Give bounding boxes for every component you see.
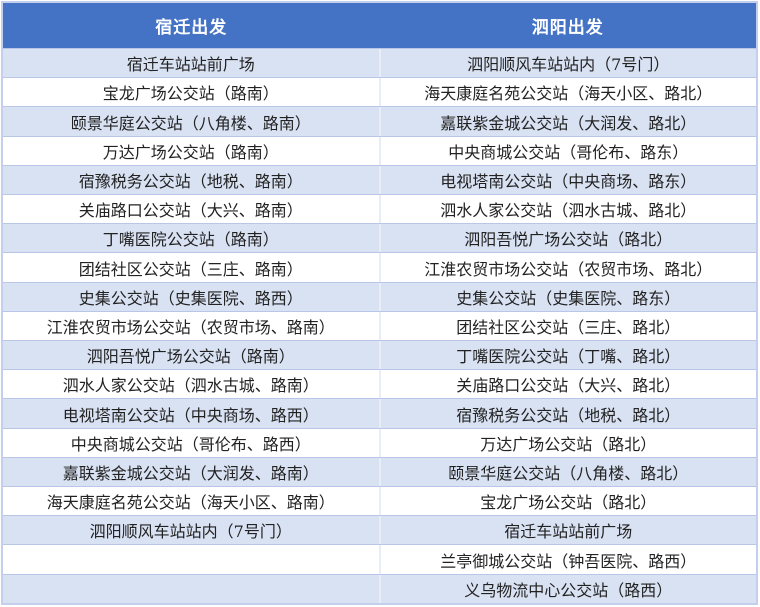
table-cell-siyang: 宿迁车站站前广场: [378, 516, 757, 545]
table-cell-suqian: 中央商城公交站（哥伦布、路西）: [70, 434, 311, 454]
table-cell-siyang: 电视塔南公交站（中央商场、路东）: [378, 165, 757, 195]
table-row: 关庙路口公交站（大兴、路南） 泗水人家公交站（泗水古城、路北）: [3, 194, 757, 224]
table-row: 海天康庭名苑公交站（海天小区、路南） 宝龙广场公交站（路北）: [3, 486, 757, 516]
table-cell-siyang: 颐景华庭公交站（八角楼、路北）: [378, 457, 757, 487]
table-row: 嘉联紫金城公交站（大润发、路南） 颐景华庭公交站（八角楼、路北）: [3, 456, 757, 487]
table-row: 义乌物流中心公交站（路西）: [3, 573, 757, 603]
table-cell-siyang: 中央商城公交站（哥伦布、路东）: [378, 136, 757, 165]
table-cell-siyang: 关庙路口公交站（大兴、路北）: [378, 370, 757, 399]
table-cell-siyang: 泗水人家公交站（泗水古城、路北）: [378, 195, 757, 224]
table-cell-suqian: [3, 545, 379, 573]
table-row: 宝龙广场公交站（路南） 海天康庭名苑公交站（海天小区、路北）: [3, 77, 757, 107]
table-cell-suqian: 丁嘴医院公交站（路南）: [102, 230, 279, 250]
table-cell-siyang: 江淮农贸市场公交站（农贸市场、路北）: [378, 253, 757, 282]
table-cell-siyang: 义乌物流中心公交站（路西）: [378, 574, 757, 603]
table-cell-siyang: 泗阳吾悦广场公交站（路北）: [378, 224, 757, 253]
table-row: 电视塔南公交站（中央商场、路西） 宿豫税务公交站（地税、路北）: [3, 398, 757, 428]
table-body: 宿迁车站站前广场 泗阳顺风车站站内（7号门） 宝龙广场公交站（路南） 海天康庭名…: [3, 48, 756, 603]
table-cell-siyang: 宝龙广场公交站（路北）: [378, 487, 757, 516]
table-cell-suqian: 嘉联紫金城公交站（大润发、路南）: [62, 463, 319, 483]
table-cell-suqian: 海天康庭名苑公交站（海天小区、路南）: [46, 493, 335, 513]
table-cell-suqian: 团结社区公交站（三庄、路南）: [78, 259, 303, 279]
table-cell-suqian: 宿迁车站站前广场: [126, 55, 255, 75]
table-cell-suqian: 宿豫税务公交站（地税、路南）: [78, 171, 303, 191]
table-row: 史集公交站（史集医院、路西） 史集公交站（史集医院、路东）: [3, 281, 757, 311]
table-cell-siyang: 海天康庭名苑公交站（海天小区、路北）: [378, 78, 757, 107]
table-cell-suqian: 江淮农贸市场公交站（农贸市场、路南）: [46, 317, 335, 337]
table-row: 江淮农贸市场公交站（农贸市场、路南） 团结社区公交站（三庄、路北）: [3, 310, 757, 341]
table-cell-suqian: 宝龙广场公交站（路南）: [102, 84, 279, 104]
table-row: 宿迁车站站前广场 泗阳顺风车站站内（7号门）: [3, 48, 757, 78]
table-cell-siyang: 史集公交站（史集医院、路东）: [378, 282, 757, 311]
table-cell-suqian: 史集公交站（史集医院、路西）: [78, 288, 303, 308]
table-row: 兰亭御城公交站（钟吾医院、路西）: [3, 544, 757, 574]
column-header-suqian: 宿迁出发: [155, 18, 228, 38]
table-row: 泗水人家公交站（泗水古城、路南） 关庙路口公交站（大兴、路北）: [3, 369, 757, 399]
table-row: 颐景华庭公交站（八角楼、路南） 嘉联紫金城公交站（大润发、路北）: [3, 106, 757, 136]
table-cell-suqian: 关庙路口公交站（大兴、路南）: [78, 201, 303, 221]
column-header-siyang: 泗阳出发: [531, 18, 604, 38]
table-cell-siyang: 丁嘴医院公交站（丁嘴、路北）: [378, 341, 757, 370]
table-cell-suqian: 万达广场公交站（路南）: [102, 142, 279, 162]
table-row: 丁嘴医院公交站（路南） 泗阳吾悦广场公交站（路北）: [3, 223, 757, 253]
table-cell-suqian: 泗水人家公交站（泗水古城、路南）: [62, 376, 319, 396]
table-row: 中央商城公交站（哥伦布、路西） 万达广场公交站（路北）: [3, 427, 757, 457]
table-row: 泗阳顺风车站站内（7号门） 宿迁车站站前广场: [3, 515, 757, 545]
table-cell-siyang: 宿豫税务公交站（地税、路北）: [378, 399, 757, 428]
table-row: 团结社区公交站（三庄、路南） 江淮农贸市场公交站（农贸市场、路北）: [3, 252, 757, 282]
table-cell-siyang: 团结社区公交站（三庄、路北）: [378, 311, 757, 341]
table-header-row: 宿迁出发 泗阳出发: [3, 3, 756, 48]
table-cell-suqian: 颐景华庭公交站（八角楼、路南）: [70, 113, 311, 133]
table-cell-siyang: 万达广场公交站（路北）: [378, 428, 757, 457]
table-cell-suqian: 泗阳顺风车站站内（7号门）: [89, 522, 292, 542]
table-row: 泗阳吾悦广场公交站（路南） 丁嘴医院公交站（丁嘴、路北）: [3, 340, 757, 370]
table-cell-suqian: 电视塔南公交站（中央商场、路西）: [62, 405, 319, 425]
table-cell-suqian: [3, 575, 379, 603]
table-row: 宿豫税务公交站（地税、路南） 电视塔南公交站（中央商场、路东）: [3, 164, 757, 195]
table-cell-siyang: 兰亭御城公交站（钟吾医院、路西）: [378, 545, 757, 574]
table-cell-siyang: 泗阳顺风车站站内（7号门）: [378, 49, 757, 78]
table-cell-siyang: 嘉联紫金城公交站（大润发、路北）: [378, 107, 757, 136]
table-row: 万达广场公交站（路南） 中央商城公交站（哥伦布、路东）: [3, 135, 757, 165]
table-cell-suqian: 泗阳吾悦广场公交站（路南）: [86, 347, 295, 367]
